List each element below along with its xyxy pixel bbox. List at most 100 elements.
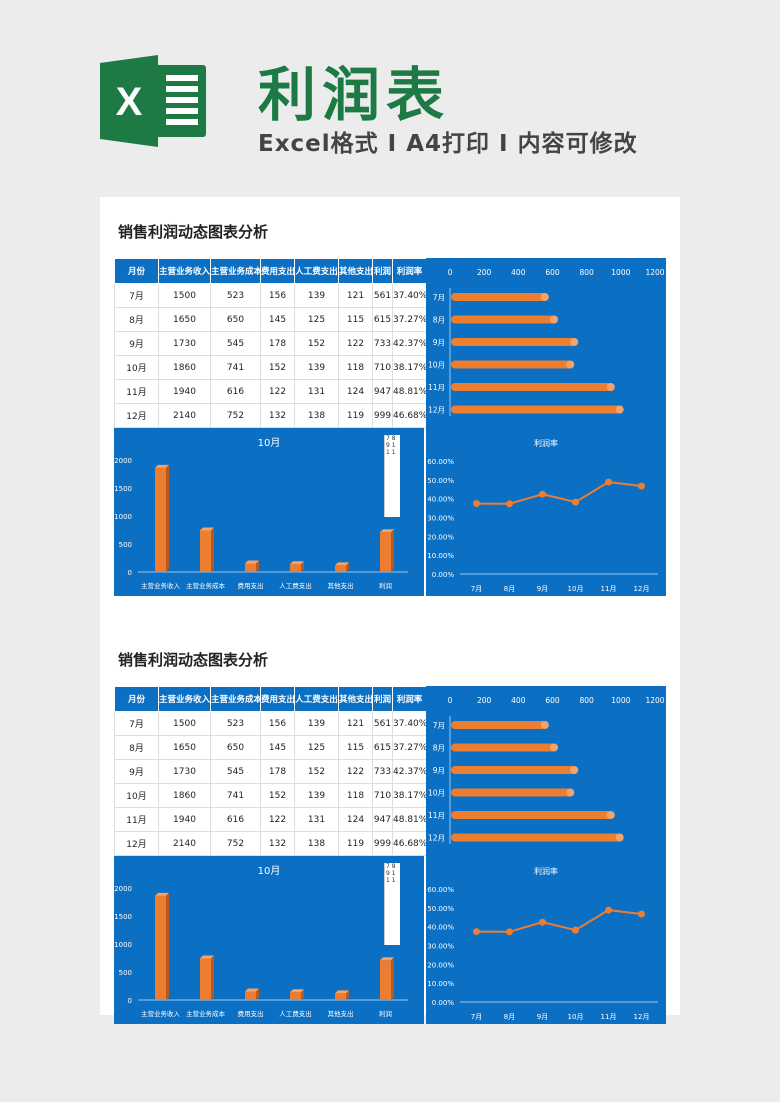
table-cell[interactable]: 138	[294, 403, 339, 428]
table-cell[interactable]: 947	[372, 379, 393, 404]
table-cell[interactable]: 131	[294, 379, 339, 404]
table-cell[interactable]: 650	[210, 735, 261, 760]
table-cell[interactable]: 145	[260, 735, 295, 760]
table-cell[interactable]: 37.27%	[392, 735, 427, 760]
breakdown-bar[interactable]	[155, 892, 169, 1000]
table-cell[interactable]: 545	[210, 331, 261, 356]
table-cell[interactable]: 561	[372, 711, 393, 736]
table-cell[interactable]: 1860	[158, 355, 211, 380]
table-cell[interactable]: 119	[338, 403, 373, 428]
table-cell[interactable]: 1730	[158, 759, 211, 784]
table-cell[interactable]: 124	[338, 379, 373, 404]
table-cell[interactable]: 8月	[114, 735, 159, 760]
profit-rate-point[interactable]	[572, 926, 579, 934]
table-cell[interactable]: 545	[210, 759, 261, 784]
table-cell[interactable]: 152	[260, 783, 295, 808]
profit-rate-point[interactable]	[473, 928, 480, 936]
profit-rate-point[interactable]	[605, 478, 612, 486]
table-cell[interactable]: 7月	[114, 711, 159, 736]
table-cell[interactable]: 121	[338, 711, 373, 736]
table-cell[interactable]: 615	[372, 307, 393, 332]
table-cell[interactable]: 152	[294, 331, 339, 356]
table-cell[interactable]: 178	[260, 331, 295, 356]
table-cell[interactable]: 10月	[114, 783, 159, 808]
table-cell[interactable]: 152	[294, 759, 339, 784]
table-cell[interactable]: 37.27%	[392, 307, 427, 332]
table-cell[interactable]: 615	[372, 735, 393, 760]
table-cell[interactable]: 741	[210, 783, 261, 808]
table-cell[interactable]: 1730	[158, 331, 211, 356]
table-cell[interactable]: 152	[260, 355, 295, 380]
profit-rate-point[interactable]	[539, 918, 546, 926]
breakdown-bar[interactable]	[290, 561, 304, 572]
table-cell[interactable]: 37.40%	[392, 711, 427, 736]
table-cell[interactable]: 37.40%	[392, 283, 427, 308]
profit-rate-point[interactable]	[506, 928, 513, 936]
profit-rate-point[interactable]	[506, 500, 513, 508]
table-cell[interactable]: 1940	[158, 379, 211, 404]
profit-bar[interactable]	[451, 293, 547, 301]
table-cell[interactable]: 1650	[158, 307, 211, 332]
table-cell[interactable]: 138	[294, 831, 339, 856]
table-cell[interactable]: 9月	[114, 331, 159, 356]
table-cell[interactable]: 156	[260, 283, 295, 308]
table-cell[interactable]: 156	[260, 711, 295, 736]
table-cell[interactable]: 139	[294, 355, 339, 380]
profit-rate-point[interactable]	[473, 500, 480, 508]
profit-bar[interactable]	[451, 315, 557, 324]
table-cell[interactable]: 616	[210, 807, 261, 832]
table-cell[interactable]: 122	[338, 759, 373, 784]
table-cell[interactable]: 122	[260, 379, 295, 404]
breakdown-bar[interactable]	[380, 529, 394, 572]
breakdown-bar[interactable]	[290, 989, 304, 1000]
table-cell[interactable]: 115	[338, 307, 373, 332]
table-cell[interactable]: 616	[210, 379, 261, 404]
breakdown-bar[interactable]	[200, 955, 214, 1000]
table-cell[interactable]: 145	[260, 307, 295, 332]
table-cell[interactable]: 741	[210, 355, 261, 380]
table-cell[interactable]: 131	[294, 807, 339, 832]
profit-bar[interactable]	[451, 338, 577, 346]
table-cell[interactable]: 125	[294, 307, 339, 332]
table-cell[interactable]: 710	[372, 355, 393, 380]
breakdown-bar[interactable]	[380, 957, 394, 1000]
table-cell[interactable]: 132	[260, 831, 295, 856]
table-cell[interactable]: 125	[294, 735, 339, 760]
table-cell[interactable]: 523	[210, 283, 261, 308]
profit-rate-point[interactable]	[605, 906, 612, 914]
table-cell[interactable]: 1500	[158, 711, 211, 736]
table-cell[interactable]: 42.37%	[392, 759, 427, 784]
profit-rate-point[interactable]	[638, 910, 645, 918]
table-cell[interactable]: 122	[338, 331, 373, 356]
profit-bar[interactable]	[451, 405, 622, 414]
table-cell[interactable]: 38.17%	[392, 355, 427, 380]
table-cell[interactable]: 119	[338, 831, 373, 856]
table-cell[interactable]: 46.68%	[392, 403, 427, 428]
table-cell[interactable]: 48.81%	[392, 807, 427, 832]
breakdown-bar[interactable]	[245, 988, 259, 1000]
table-cell[interactable]: 1940	[158, 807, 211, 832]
profit-bar[interactable]	[451, 360, 573, 369]
table-cell[interactable]: 122	[260, 807, 295, 832]
profit-bar[interactable]	[451, 766, 577, 774]
profit-bar[interactable]	[451, 743, 557, 752]
table-cell[interactable]: 561	[372, 283, 393, 308]
table-cell[interactable]: 10月	[114, 355, 159, 380]
table-cell[interactable]: 2140	[158, 831, 211, 856]
breakdown-bar[interactable]	[335, 990, 349, 1000]
profit-bar[interactable]	[451, 788, 573, 797]
table-cell[interactable]: 999	[372, 831, 393, 856]
table-cell[interactable]: 139	[294, 711, 339, 736]
table-cell[interactable]: 121	[338, 283, 373, 308]
profit-bar[interactable]	[451, 721, 547, 729]
table-cell[interactable]: 947	[372, 807, 393, 832]
table-cell[interactable]: 48.81%	[392, 379, 427, 404]
table-cell[interactable]: 650	[210, 307, 261, 332]
table-cell[interactable]: 139	[294, 783, 339, 808]
table-cell[interactable]: 118	[338, 355, 373, 380]
table-cell[interactable]: 132	[260, 403, 295, 428]
profit-rate-point[interactable]	[572, 498, 579, 506]
table-cell[interactable]: 115	[338, 735, 373, 760]
table-cell[interactable]: 38.17%	[392, 783, 427, 808]
breakdown-bar[interactable]	[245, 560, 259, 572]
